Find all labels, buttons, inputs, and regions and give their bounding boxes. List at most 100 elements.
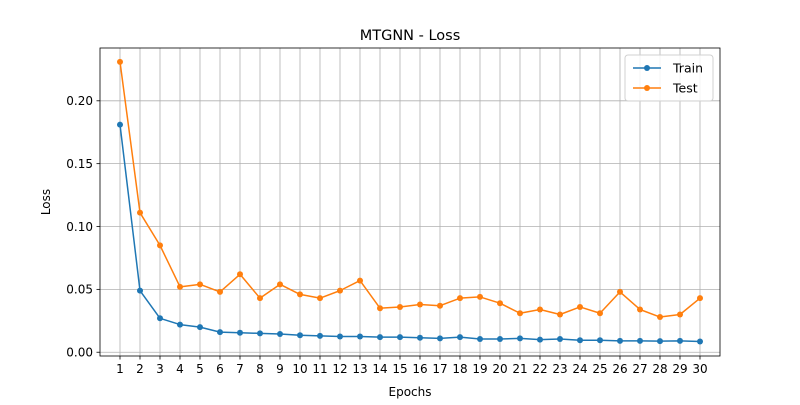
x-tick-label: 27	[632, 362, 647, 376]
x-tick-label: 21	[512, 362, 527, 376]
x-tick-label: 22	[532, 362, 547, 376]
data-point-train	[217, 329, 223, 336]
data-point-train	[237, 329, 243, 336]
data-point-train	[497, 336, 503, 343]
data-point-train	[137, 287, 143, 294]
data-point-test	[157, 242, 163, 249]
data-point-test	[497, 300, 503, 307]
x-tick-label: 5	[196, 362, 204, 376]
x-tick-label: 7	[236, 362, 244, 376]
x-tick-label: 3	[156, 362, 164, 376]
y-tick-label: 0.15	[66, 157, 93, 171]
x-tick-label: 17	[432, 362, 447, 376]
x-tick-label: 23	[552, 362, 567, 376]
data-point-train	[537, 336, 543, 343]
data-point-test	[277, 281, 283, 288]
data-point-train	[437, 335, 443, 342]
data-point-test	[137, 209, 143, 216]
data-point-test	[617, 288, 623, 295]
series-line-train	[119, 124, 701, 343]
data-point-train	[277, 331, 283, 337]
series-line-test	[119, 61, 701, 318]
data-point-test	[417, 301, 423, 308]
x-tick-label: 15	[392, 362, 407, 376]
data-point-test	[437, 302, 443, 309]
data-point-train	[637, 337, 643, 344]
data-point-train	[297, 332, 303, 339]
data-point-train	[397, 334, 403, 341]
data-point-train	[577, 337, 583, 344]
legend-label-train: Train	[672, 61, 703, 76]
legend-label-test: Test	[672, 81, 698, 96]
data-point-test	[577, 303, 583, 310]
data-point-train	[477, 336, 483, 343]
y-tick-label: 0.05	[66, 283, 93, 297]
data-point-test	[357, 277, 363, 284]
data-point-train	[677, 337, 683, 344]
data-point-train	[157, 315, 163, 322]
data-point-test	[217, 288, 223, 295]
x-tick-label: 20	[492, 362, 507, 376]
data-point-test	[257, 295, 263, 302]
y-tick-label: 0.20	[66, 94, 93, 108]
data-point-test	[377, 305, 383, 312]
data-point-test	[177, 283, 183, 290]
data-point-test	[197, 281, 203, 288]
x-tick-label: 30	[692, 362, 707, 376]
data-point-test	[237, 271, 243, 278]
data-point-test	[457, 295, 463, 302]
data-point-test	[677, 311, 683, 318]
data-point-train	[697, 338, 703, 345]
x-tick-label: 14	[372, 362, 387, 376]
x-tick-label: 26	[612, 362, 627, 376]
data-point-train	[617, 337, 623, 344]
data-point-train	[417, 334, 423, 341]
legend-marker-test	[644, 85, 650, 91]
data-point-test	[317, 295, 323, 302]
data-point-train	[557, 336, 563, 343]
series-test	[117, 58, 703, 321]
x-tick-label: 11	[312, 362, 327, 376]
data-point-train	[117, 121, 123, 128]
data-point-test	[517, 310, 523, 317]
data-point-train	[197, 324, 203, 331]
legend-marker-train	[644, 65, 650, 71]
x-tick-label: 25	[592, 362, 607, 376]
x-tick-label: 12	[332, 362, 347, 376]
chart-title: MTGNN - Loss	[360, 28, 461, 44]
data-point-test	[557, 311, 563, 318]
data-point-train	[657, 338, 663, 345]
y-tick-label: 0.00	[66, 346, 93, 360]
x-tick-label: 9	[276, 362, 284, 376]
data-point-test	[657, 314, 663, 321]
data-point-test	[697, 295, 703, 302]
data-point-test	[537, 306, 543, 313]
data-point-train	[177, 321, 183, 328]
series-train	[117, 121, 703, 345]
data-point-train	[257, 330, 263, 337]
x-tick-label: 8	[256, 362, 264, 376]
data-point-train	[377, 334, 383, 341]
y-axis-label: Loss	[39, 189, 53, 215]
x-tick-label: 4	[176, 362, 184, 376]
y-tick-label: 0.10	[66, 220, 93, 234]
data-point-test	[597, 310, 603, 317]
x-tick-label: 24	[572, 362, 587, 376]
data-point-train	[337, 333, 343, 340]
data-point-test	[337, 287, 343, 294]
x-tick-label: 10	[292, 362, 307, 376]
x-tick-label: 2	[136, 362, 144, 376]
data-point-test	[477, 293, 483, 300]
data-point-train	[317, 332, 323, 339]
legend: Train Test	[624, 54, 714, 102]
data-point-test	[297, 291, 303, 298]
data-point-test	[117, 58, 123, 65]
x-tick-label: 18	[452, 362, 467, 376]
axes-frame	[99, 47, 721, 357]
data-point-test	[397, 303, 403, 310]
data-point-train	[457, 334, 463, 341]
series-layer	[117, 58, 703, 345]
data-point-train	[357, 333, 363, 340]
x-tick-label: 16	[412, 362, 427, 376]
